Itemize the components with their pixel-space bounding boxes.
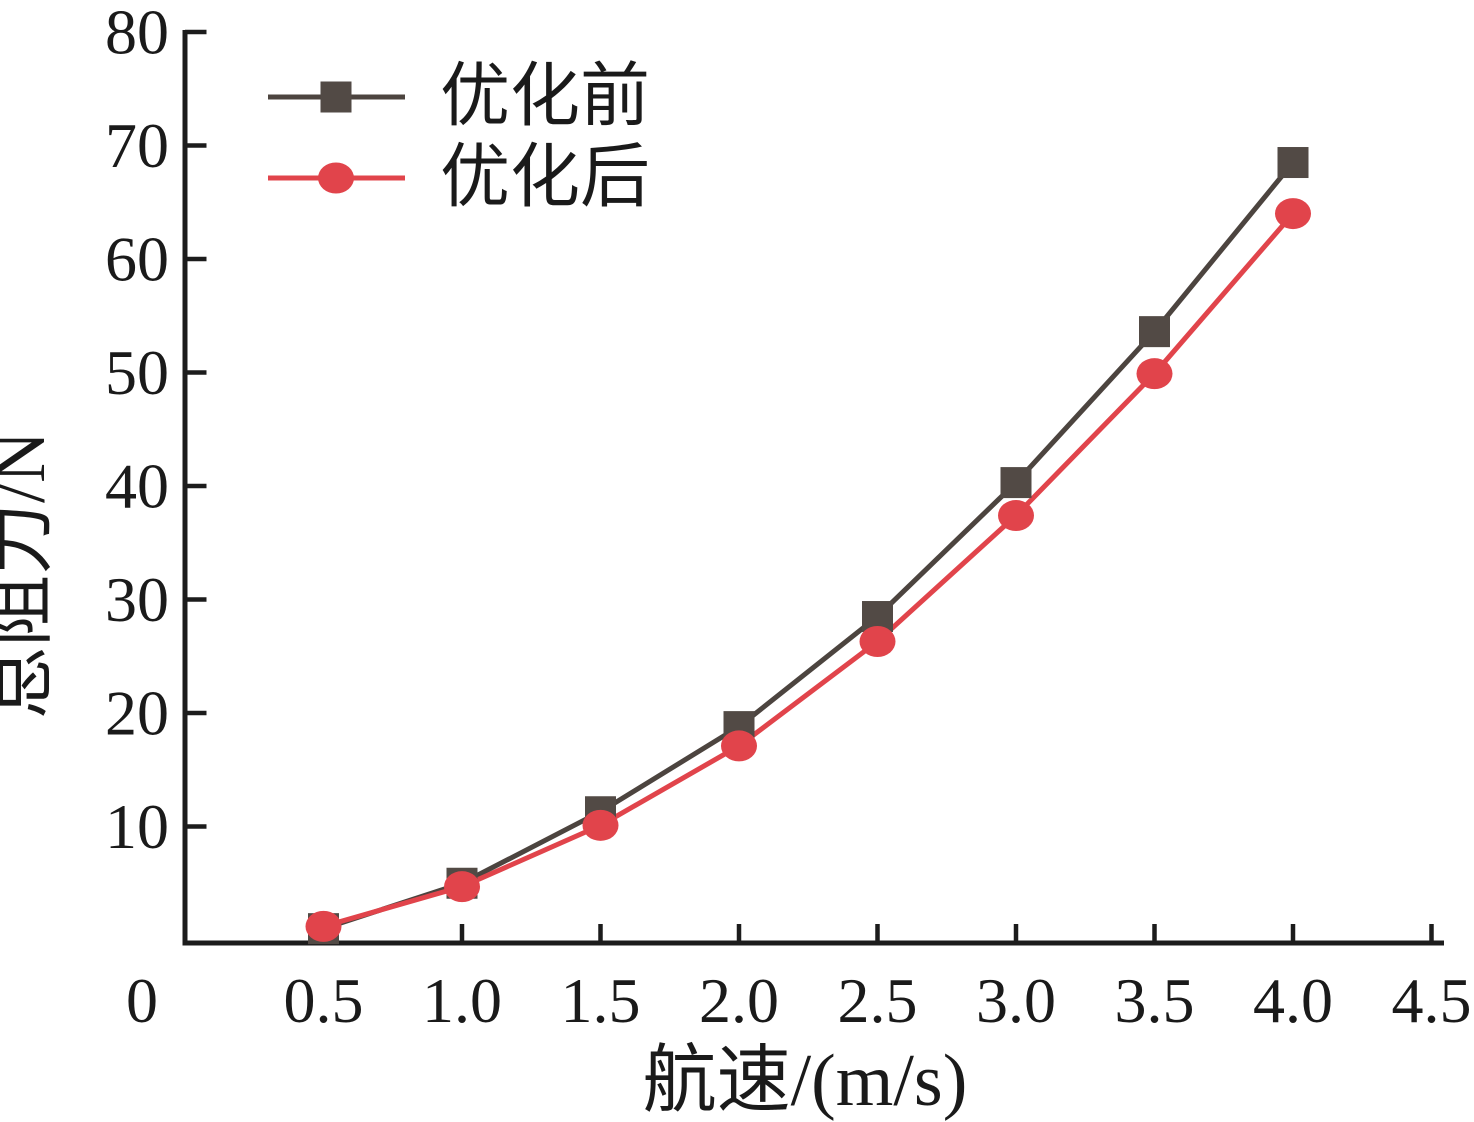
y-tick-label: 50 bbox=[105, 337, 169, 408]
legend-label-before-optimization: 优化前 bbox=[440, 59, 650, 136]
y-tick-label: 70 bbox=[105, 110, 169, 181]
data-point-circle bbox=[305, 910, 342, 942]
data-point-square bbox=[1277, 147, 1309, 179]
x-tick-label: 4.5 bbox=[1392, 965, 1472, 1036]
data-point-circle bbox=[859, 625, 896, 657]
legend: 优化前 优化后 bbox=[268, 59, 650, 217]
legend-square-marker bbox=[320, 81, 352, 113]
data-point-square bbox=[1000, 467, 1032, 499]
y-tick-label: 60 bbox=[105, 224, 169, 295]
data-point-circle bbox=[444, 871, 480, 903]
data-point-circle bbox=[1136, 358, 1173, 390]
legend-circle-marker bbox=[318, 162, 354, 194]
data-point-square bbox=[1139, 316, 1170, 348]
x-tick-label: 4.0 bbox=[1253, 965, 1333, 1036]
x-tick-label: 2.0 bbox=[699, 965, 779, 1036]
data-point-circle bbox=[998, 500, 1034, 532]
data-point-circle bbox=[721, 730, 757, 762]
x-tick-label: 0 bbox=[126, 965, 158, 1036]
y-tick-label: 80 bbox=[105, 0, 169, 68]
x-tick-label: 1.0 bbox=[422, 965, 502, 1036]
x-tick-label: 1.5 bbox=[561, 965, 641, 1036]
y-tick-label: 10 bbox=[105, 791, 169, 862]
y-tick-label: 30 bbox=[105, 564, 169, 635]
series-line-1 bbox=[322, 160, 1295, 932]
x-tick-label: 0.5 bbox=[284, 965, 364, 1036]
y-tick-label: 40 bbox=[105, 451, 169, 522]
x-tick-label: 3.0 bbox=[976, 965, 1056, 1036]
series-layer bbox=[305, 147, 1311, 945]
axes-layer: 0 0.5 1.0 1.5 2.0 2.5 3.0 3.5 4.0 4.5 10 20 30 40 50 60… bbox=[105, 0, 1472, 1036]
series-line-2 bbox=[322, 211, 1295, 929]
y-axis-title: 总阻力/N bbox=[0, 431, 60, 719]
data-point-circle bbox=[1275, 198, 1311, 230]
legend-label-after-optimization: 优化后 bbox=[440, 140, 650, 217]
x-tick-label: 2.5 bbox=[838, 965, 918, 1036]
data-point-circle bbox=[582, 809, 619, 841]
x-axis-title: 航速/(m/s) bbox=[643, 1040, 968, 1122]
y-tick-label: 20 bbox=[105, 678, 169, 749]
x-tick-label: 3.5 bbox=[1115, 965, 1195, 1036]
